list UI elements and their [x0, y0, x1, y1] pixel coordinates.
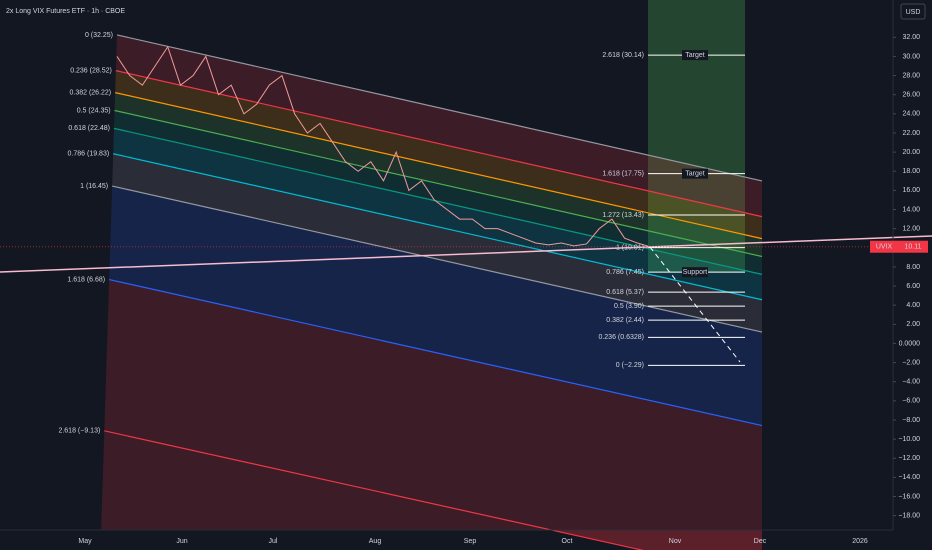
y-tick-label: 26.00 — [902, 92, 920, 99]
projection-path — [649, 246, 741, 363]
x-tick-label: 2026 — [852, 538, 868, 545]
note-bg — [682, 267, 708, 278]
symbol-box — [870, 240, 898, 253]
note-bg — [682, 50, 708, 61]
price-line — [116, 45, 651, 248]
channel-band — [101, 430, 762, 550]
projection-box — [648, 0, 745, 272]
y-tick-label: −2.00 — [902, 359, 920, 366]
channel-label: 0 (32.25) — [85, 32, 113, 39]
currency-box — [900, 3, 926, 20]
channel-label: 0.382 (26.22) — [69, 89, 111, 96]
last-price: 10.11 — [905, 244, 922, 251]
channel-band — [112, 153, 762, 333]
last-price-box — [898, 240, 928, 253]
y-tick-label: 24.00 — [902, 111, 920, 118]
x-tick-label: Dec — [754, 538, 767, 545]
channel-line — [109, 278, 763, 427]
channel-line — [113, 153, 763, 301]
projection-note: Target — [685, 52, 705, 59]
x-tick-label: Nov — [669, 538, 682, 545]
y-tick-label: 2.00 — [906, 321, 920, 328]
projection-label: 1.618 (17.75) — [602, 170, 644, 177]
y-tick-label: 20.00 — [902, 149, 920, 156]
y-tick-label: 14.00 — [902, 206, 920, 213]
projection-label: 1.272 (13.43) — [602, 212, 644, 219]
y-tick-label: −14.00 — [898, 474, 920, 481]
channel-label: 0.5 (24.35) — [77, 107, 111, 114]
y-tick-label: 28.00 — [902, 72, 920, 79]
projection-label: 0 (−2.29) — [616, 362, 644, 369]
projection-label: 0.786 (7.45) — [606, 269, 644, 276]
projection-label: 1 (10.01) — [616, 245, 644, 252]
channel-band — [109, 186, 763, 426]
projection-note: Target — [685, 170, 705, 177]
projection-label: 0.618 (5.37) — [606, 289, 644, 296]
y-tick-label: 8.00 — [906, 264, 920, 271]
y-tick-label: −18.00 — [898, 512, 920, 519]
y-tick-label: −6.00 — [902, 398, 920, 405]
x-tick-label: Sep — [464, 538, 477, 545]
note-bg — [682, 168, 708, 179]
channel-band — [114, 92, 762, 257]
channel-label: 0.618 (22.48) — [68, 125, 110, 132]
currency: USD — [906, 9, 921, 16]
channel-line — [112, 185, 763, 333]
y-tick-label: −8.00 — [902, 417, 920, 424]
x-tick-label: Oct — [562, 538, 573, 545]
y-tick-label: 6.00 — [906, 283, 920, 290]
y-tick-label: 22.00 — [902, 130, 920, 137]
channel-line — [115, 70, 763, 218]
y-tick-label: −10.00 — [898, 436, 920, 443]
channel-line — [113, 127, 763, 275]
y-tick-label: 16.00 — [902, 187, 920, 194]
projection-label: 0.5 (3.90) — [614, 303, 644, 310]
channel-band — [113, 128, 763, 300]
chart-title: 2x Long VIX Futures ETF · 1h · CBOE — [6, 8, 125, 15]
projection-label: 0.236 (0.6328) — [598, 334, 644, 341]
channel-label: 2.618 (−9.13) — [58, 428, 100, 435]
y-tick-label: 30.00 — [902, 53, 920, 60]
x-tick-label: May — [78, 538, 92, 545]
y-tick-label: 4.00 — [906, 302, 920, 309]
x-tick-label: Aug — [369, 538, 382, 545]
channel-band — [115, 34, 762, 217]
trend-line — [0, 235, 932, 273]
y-tick-label: 12.00 — [902, 225, 920, 232]
channel-band — [104, 279, 762, 550]
y-tick-label: 32.00 — [902, 34, 920, 41]
symbol-label: UVIX — [876, 244, 893, 251]
channel-label: 0.236 (28.52) — [70, 67, 112, 74]
channel-label: 0.786 (19.83) — [68, 151, 110, 158]
projection-label: 0.382 (2.44) — [606, 317, 644, 324]
channel-band — [115, 70, 763, 239]
y-tick-label: −12.00 — [898, 455, 920, 462]
channel-line — [115, 92, 763, 240]
y-tick-label: −4.00 — [902, 379, 920, 386]
y-tick-label: −16.00 — [898, 493, 920, 500]
channel-band — [114, 110, 763, 275]
y-tick-label: 18.00 — [902, 168, 920, 175]
projection-label: 2.618 (30.14) — [602, 52, 644, 59]
y-tick-label: 0.0000 — [899, 340, 921, 347]
channel-line — [116, 34, 763, 182]
x-tick-label: Jul — [269, 538, 278, 545]
x-tick-label: Jun — [176, 538, 187, 545]
channel-line — [104, 430, 645, 550]
channel-label: 1 (16.45) — [80, 183, 108, 190]
projection-note: Support — [683, 269, 708, 276]
channel-line — [114, 109, 763, 258]
channel-label: 1.618 (6.68) — [67, 276, 105, 283]
